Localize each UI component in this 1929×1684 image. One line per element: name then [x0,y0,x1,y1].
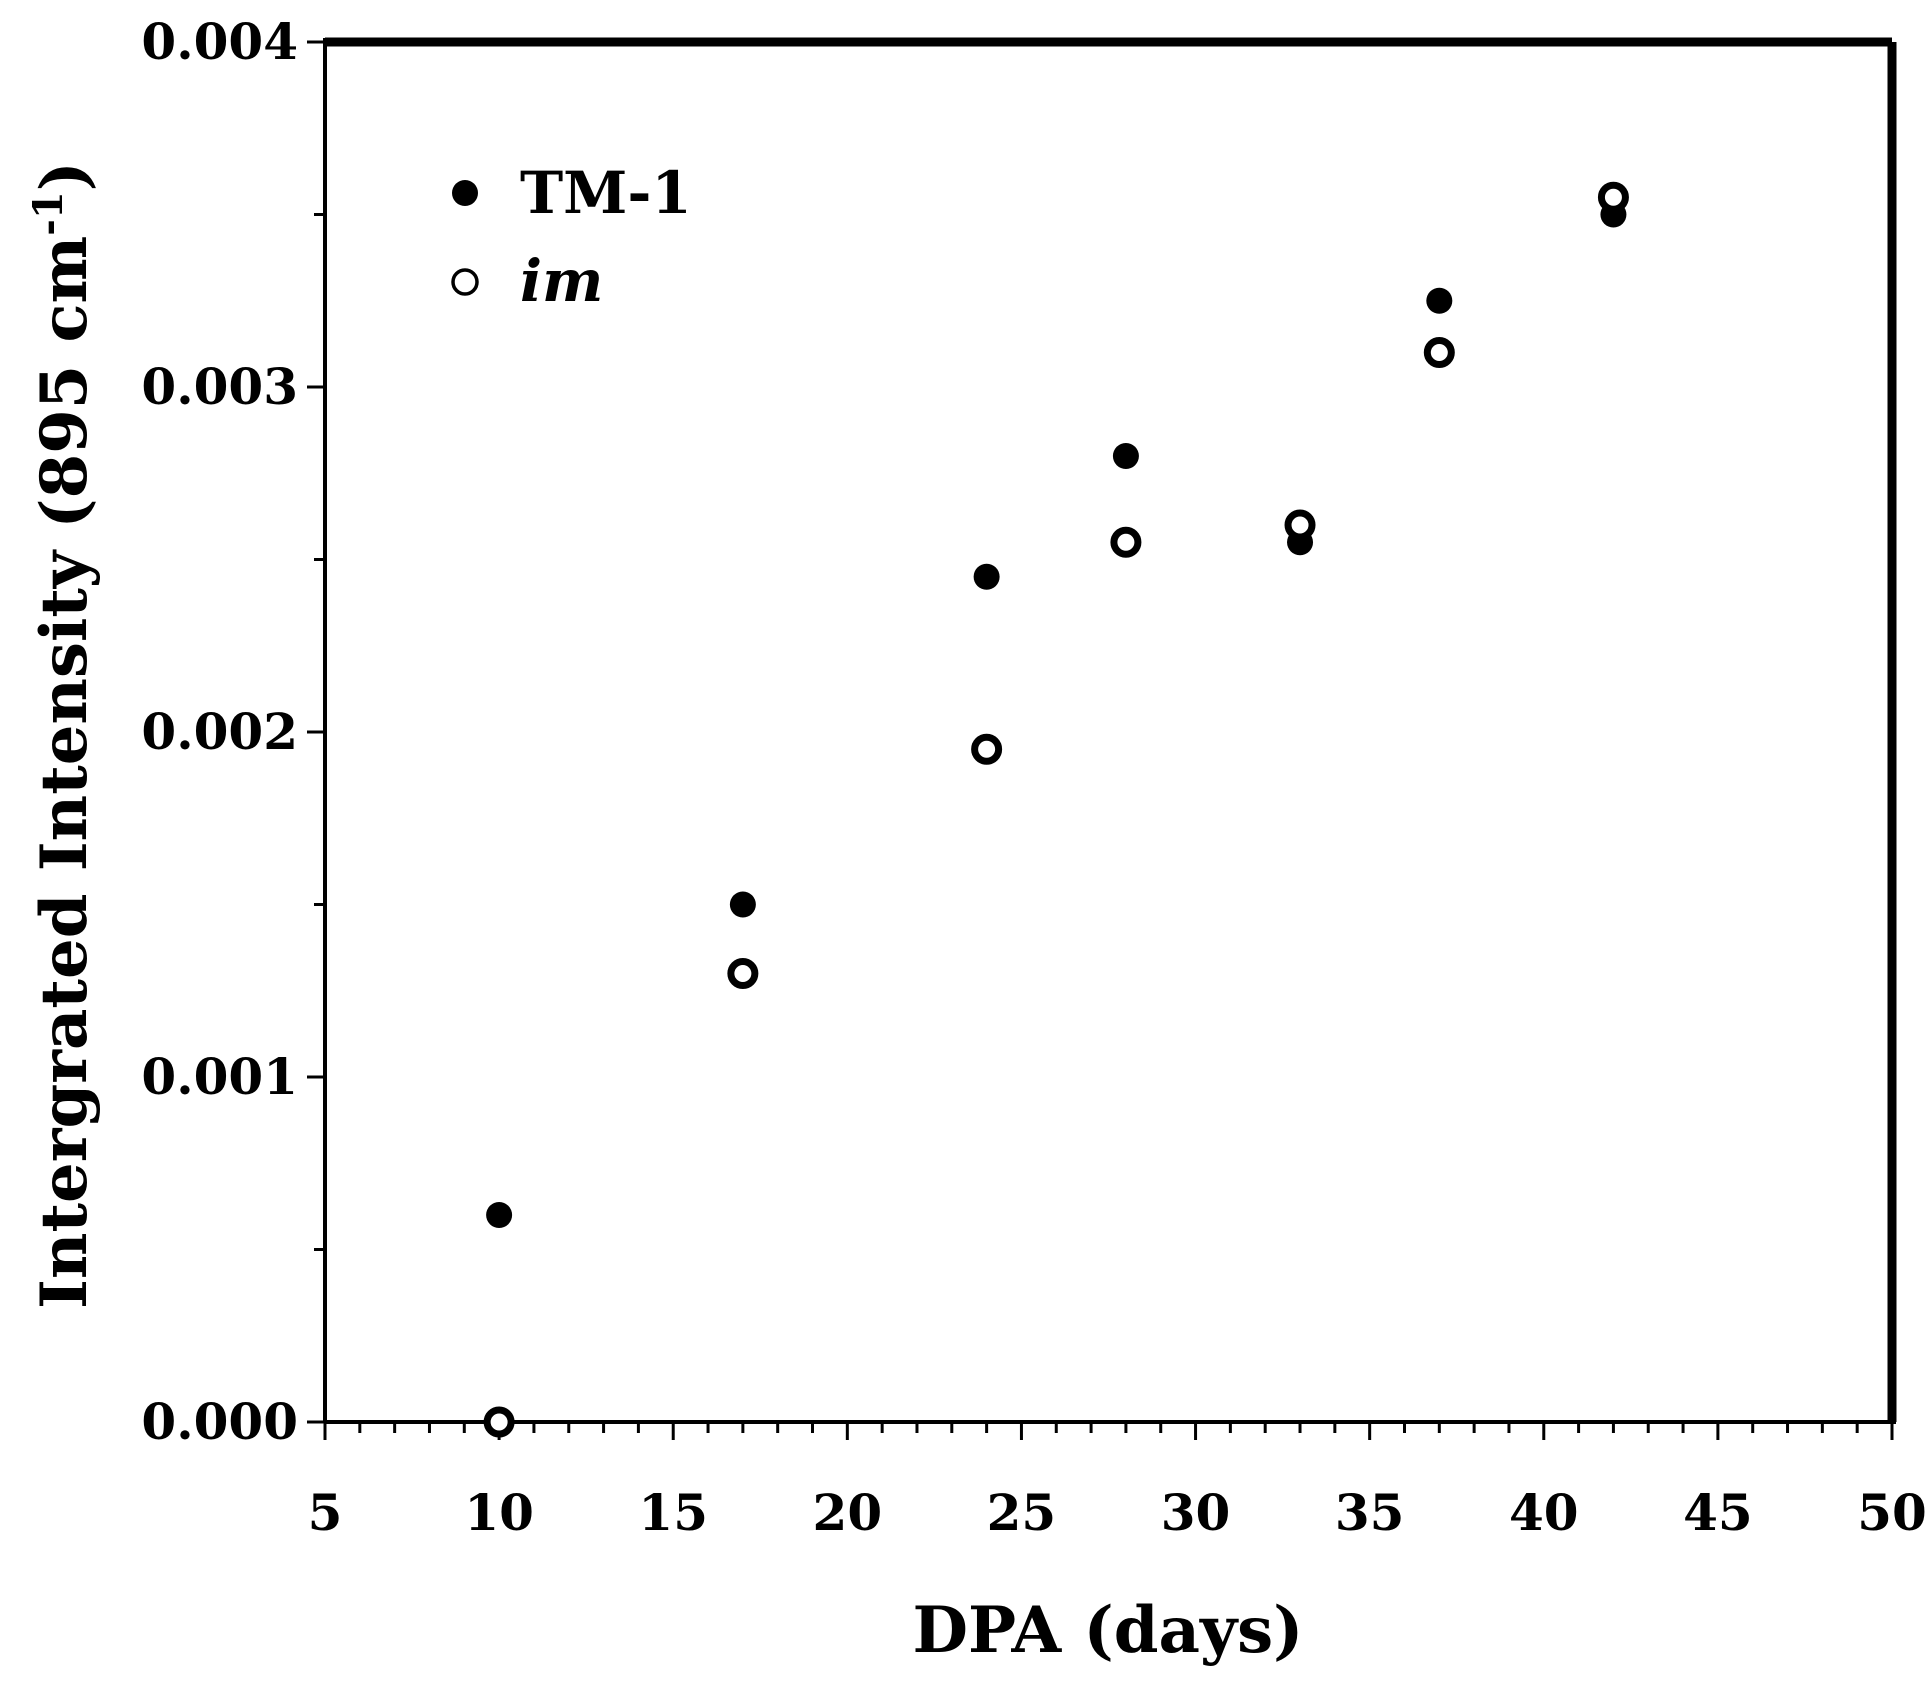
x-tick-label: 30 [1161,1483,1231,1542]
legend-label-im: im [520,247,603,315]
y-axis-tick-labels: 0.000 0.001 0.002 0.003 0.004 [141,12,298,1451]
x-tick-label: 15 [638,1483,708,1542]
y-axis-title-superscript: -1 [25,191,72,235]
x-axis-title: DPA (days) [913,1593,1304,1668]
tm1-data-point [973,563,1000,590]
x-axis-tick-labels: 5 10 15 20 25 30 35 40 45 50 [308,1483,1927,1542]
x-tick-label: 35 [1335,1483,1405,1542]
x-tick-label: 20 [813,1483,883,1542]
x-tick-label: 45 [1683,1483,1753,1542]
series-tm1 [486,201,1627,1228]
y-tick-label: 0.002 [141,702,298,761]
x-tick-label: 50 [1857,1483,1927,1542]
tm1-data-point [1426,287,1453,314]
x-tick-label: 10 [464,1483,534,1542]
im-data-point [1423,337,1455,368]
y-tick-label: 0.004 [141,12,298,71]
y-axis-title: Intergrated Intensity (895 cm-1) [25,161,102,1309]
legend-label-tm1: TM-1 [520,159,692,227]
tm1-data-point [1112,443,1139,469]
y-axis-title-main: Intergrated Intensity (895 cm [27,236,102,1309]
im-data-point [971,733,1003,765]
x-tick-label: 5 [308,1483,343,1542]
legend-marker-tm1 [452,180,478,206]
series-im [483,181,1629,1438]
x-tick-label: 25 [987,1483,1057,1542]
im-data-point [727,958,759,989]
im-data-point [1110,526,1142,558]
legend: TM-1 im [451,159,692,315]
legend-marker-im [451,268,479,296]
y-tick-label: 0.003 [141,357,298,416]
x-tick-label: 40 [1509,1483,1579,1542]
im-data-point [483,1406,515,1438]
im-data-point [1597,181,1629,213]
y-tick-label: 0.000 [141,1392,298,1451]
tm1-data-point [486,1202,513,1228]
plot-frame [323,37,1897,1424]
y-tick-label: 0.001 [141,1047,298,1106]
data-series [483,181,1629,1438]
im-data-point [1284,509,1316,541]
tm1-data-point [729,891,756,918]
y-axis-title-close: ) [27,161,102,191]
y-axis-ticks [307,40,325,1424]
